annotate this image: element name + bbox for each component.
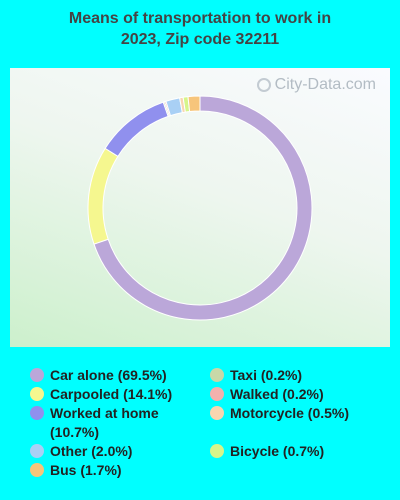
search-icon xyxy=(256,78,271,92)
chart-title: Means of transportation to work in 2023,… xyxy=(0,8,400,50)
legend-label-bicycle: Bicycle (0.7%) xyxy=(230,443,325,459)
legend-item-bicycle: Bicycle (0.7%) xyxy=(210,442,324,461)
legend-item-car-alone: Car alone (69.5%) xyxy=(30,366,167,385)
legend-marker-worked-at-home xyxy=(30,406,44,420)
legend-marker-taxi xyxy=(210,368,224,382)
legend-marker-bus xyxy=(30,463,44,477)
legend-item-taxi: Taxi (0.2%) xyxy=(210,366,302,385)
legend: Car alone (69.5%) Carpooled (14.1%) Worked… xyxy=(0,366,400,496)
legend-item-bus: Bus (1.7%) xyxy=(30,461,122,480)
legend-marker-motorcycle xyxy=(210,406,224,420)
watermark-text: City-Data.com xyxy=(274,76,376,93)
legend-label-worked-at-home: Worked at home (10.7%) xyxy=(50,405,159,440)
legend-marker-walked xyxy=(210,387,224,401)
legend-marker-car-alone xyxy=(30,368,44,382)
donut-chart xyxy=(87,95,313,321)
legend-item-motorcycle: Motorcycle (0.5%) xyxy=(210,404,349,423)
legend-label-other: Other (2.0%) xyxy=(50,443,133,459)
donut-slice-carpooled xyxy=(87,147,119,245)
legend-label-taxi: Taxi (0.2%) xyxy=(230,367,303,383)
legend-marker-carpooled xyxy=(30,387,44,401)
chart-title-line1: Means of transportation to work in xyxy=(68,10,332,27)
chart-panel: City-Data.com xyxy=(10,68,390,347)
donut-slice-bus xyxy=(187,95,201,113)
legend-marker-other xyxy=(30,444,44,458)
legend-label-motorcycle: Motorcycle (0.5%) xyxy=(230,405,350,421)
legend-label-carpooled: Carpooled (14.1%) xyxy=(50,386,173,402)
legend-label-walked: Walked (0.2%) xyxy=(230,386,324,402)
legend-marker-bicycle xyxy=(210,444,224,458)
donut-slice-worked-at-home xyxy=(104,101,169,158)
chart-title-line2: 2023, Zip code 32211 xyxy=(120,31,280,48)
legend-label-car-alone: Car alone (69.5%) xyxy=(50,367,167,383)
legend-item-walked: Walked (0.2%) xyxy=(210,385,324,404)
legend-item-carpooled: Carpooled (14.1%) xyxy=(30,385,172,404)
legend-label-bus: Bus (1.7%) xyxy=(50,462,122,478)
legend-item-other: Other (2.0%) xyxy=(30,442,132,461)
legend-item-worked-at-home: Worked at home (10.7%) xyxy=(30,404,180,442)
watermark: City-Data.com xyxy=(256,76,376,94)
